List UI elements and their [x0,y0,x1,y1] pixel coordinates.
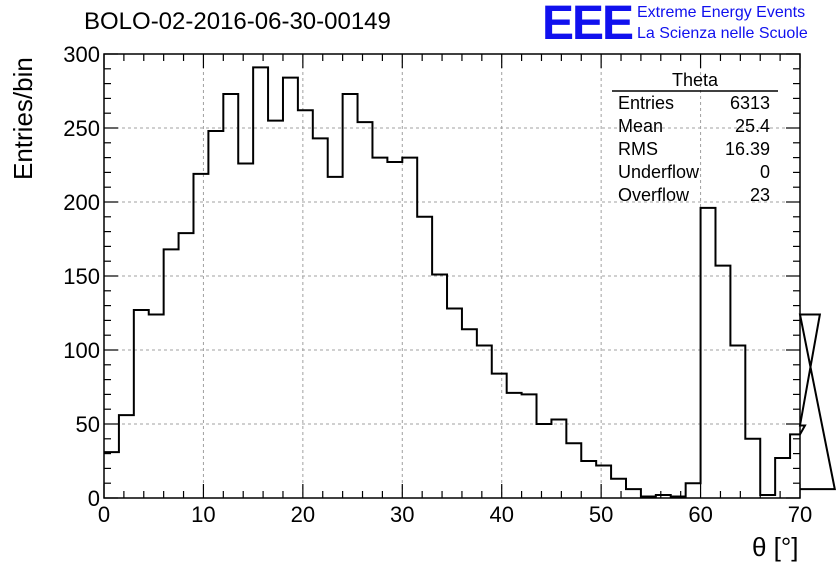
stats-value: 25.4 [734,116,770,136]
stats-value: 23 [749,185,770,205]
stats-title: Theta [671,70,719,90]
x-tick-label: 70 [788,502,812,527]
y-tick-label: 150 [63,264,100,289]
stats-key: Entries [618,93,675,113]
histogram-bin [238,164,253,498]
stats-value: 16.39 [724,139,770,159]
histogram-bin [134,310,149,498]
histogram-bin [790,434,800,498]
histogram-bin [208,131,223,498]
histogram-bars [104,66,836,498]
y-tick-label: 50 [76,412,100,437]
x-tick-label: 50 [589,502,613,527]
histogram-bin [313,138,328,498]
y-tick-label: 0 [88,486,100,511]
stats-key: Mean [618,116,664,136]
histogram-bin [701,208,716,498]
histogram-bin [179,233,194,498]
histogram-outline [104,66,836,498]
histogram-bin [686,483,701,498]
histogram-bin [283,78,298,498]
x-tick-label: 30 [390,502,414,527]
histogram-bin [566,443,581,498]
stats-key: RMS [618,139,658,159]
histogram-bin [745,439,760,498]
histogram-bin [715,266,730,498]
x-tick-label: 10 [191,502,215,527]
histogram-bin [462,329,477,498]
y-tick-label: 200 [63,190,100,215]
x-tick-label: 60 [688,502,712,527]
histogram-bin [402,158,417,498]
histogram-bin [477,346,492,498]
histogram-bin [298,110,313,498]
y-tick-label: 300 [63,42,100,67]
logo-line-2: La Scienza nelle Scuole [637,25,808,42]
y-axis-label: Entries/bin [8,57,38,180]
grid-lines [104,54,800,498]
histogram-bin [253,67,268,498]
x-tick-label: 20 [291,502,315,527]
histogram-bin [492,374,507,498]
stats-key: Underflow [618,162,700,182]
stats-key: Overflow [618,185,690,205]
chart-title: BOLO-02-2016-06-30-00149 [84,8,391,35]
histogram-bin [193,174,208,498]
histogram-bin [626,489,641,498]
histogram-bin [149,314,164,498]
histogram-bin [507,393,522,498]
histogram-bin [104,452,119,498]
x-tick-label: 40 [489,502,513,527]
histogram-bin [328,177,343,498]
plot-frame [103,53,801,499]
eee-logo: EEE [542,0,634,50]
histogram-bin [551,420,566,498]
histogram-bin [611,479,626,498]
histogram-bin [730,346,745,498]
histogram-bin [387,162,402,498]
y-tick-label: 100 [63,338,100,363]
x-axis-label: θ [°] [752,532,799,562]
histogram-bin [164,249,179,498]
histogram-bin [343,94,358,498]
stats-value: 0 [759,162,770,182]
histogram-bin [223,94,238,498]
axis-ticks: 0 10 20 30 40 50 60 70 0 50 100 150 200 250 300 [63,42,812,527]
histogram-bin [358,122,373,498]
logo-line-1: Extreme Energy Events [637,4,806,21]
stats-value: 6313 [729,93,770,113]
histogram-bin [522,394,537,498]
histogram-bin [432,275,447,498]
x-tick-label: 0 [98,502,110,527]
histogram-bin [775,458,790,498]
histogram-bin [417,217,432,498]
histogram-bin [447,309,462,498]
histogram-bin [372,158,387,498]
histogram-bin [596,465,611,498]
histogram-bin [581,461,596,498]
histogram-bin [537,424,552,498]
histogram-bin [268,121,283,498]
histogram-bin [119,415,134,498]
y-tick-label: 250 [63,116,100,141]
